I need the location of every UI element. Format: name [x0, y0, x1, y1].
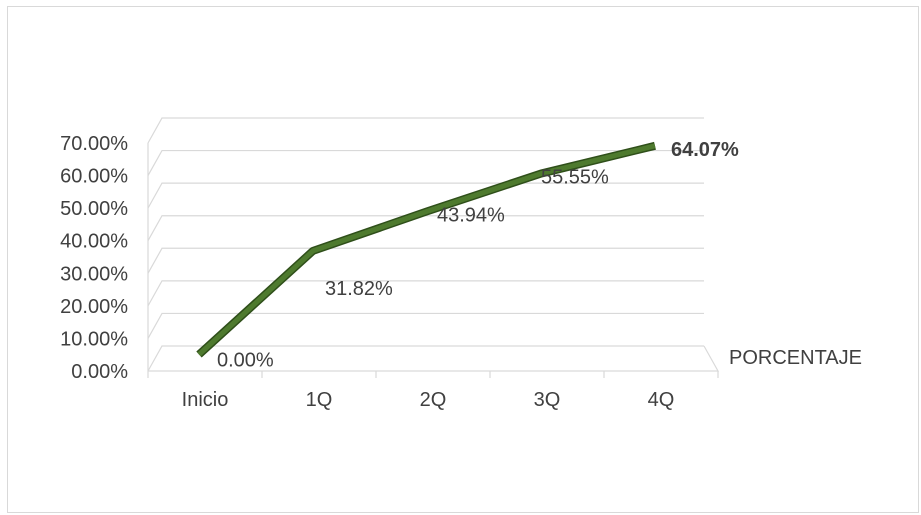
data-label: 43.94% [437, 204, 505, 226]
axes [147, 143, 720, 378]
chart-area [7, 6, 919, 513]
gridline [147, 280, 704, 307]
x-axis-tick-labels: Inicio 1Q 2Q 3Q 4Q [182, 389, 675, 411]
gridline [147, 117, 704, 144]
data-labels: 0.00% 31.82% 43.94% 55.55% 64.07% [217, 139, 739, 372]
data-label: 0.00% [217, 350, 274, 372]
gridline [147, 182, 704, 209]
x-tick-label: 4Q [648, 389, 675, 411]
y-tick-label: 0.00% [71, 361, 128, 383]
y-tick-label: 10.00% [60, 328, 128, 350]
x-tick-label: Inicio [182, 389, 229, 411]
y-axis-tick-labels: 0.00% 10.00% 20.00% 30.00% 40.00% 50.00% 60.00… [60, 133, 128, 383]
y-tick-label: 50.00% [60, 198, 128, 220]
data-label: 64.07% [671, 139, 739, 161]
x-tick-label: 1Q [306, 389, 333, 411]
gridline [147, 247, 704, 274]
x-tick-label: 3Q [534, 389, 561, 411]
gridline [147, 345, 704, 372]
data-label: 55.55% [541, 167, 609, 189]
gridline [147, 215, 704, 242]
series-label: PORCENTAJE [729, 347, 862, 369]
y-tick-label: 30.00% [60, 263, 128, 285]
y-tick-label: 70.00% [60, 133, 128, 155]
series-line [196, 141, 656, 358]
y-tick-label: 20.00% [60, 296, 128, 318]
series-label-group: PORCENTAJE [729, 347, 862, 369]
y-tick-label: 40.00% [60, 231, 128, 253]
gridline [147, 312, 704, 339]
gridline [147, 149, 704, 176]
x-tick-label: 2Q [420, 389, 447, 411]
data-label: 31.82% [325, 278, 393, 300]
y-tick-label: 60.00% [60, 166, 128, 188]
